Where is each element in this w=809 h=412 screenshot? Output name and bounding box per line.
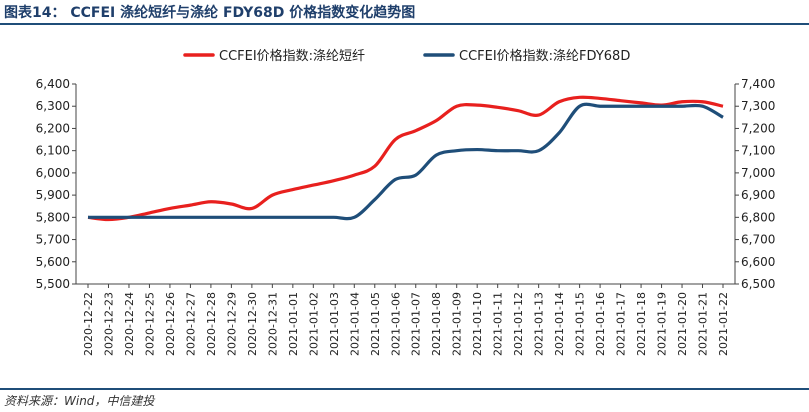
- x-tick-label: 2021-01-04: [348, 292, 361, 356]
- x-tick-label: 2021-01-20: [676, 292, 689, 356]
- left-tick-label: 6,200: [36, 121, 70, 135]
- right-tick-label: 7,400: [741, 77, 775, 91]
- left-tick-label: 5,900: [36, 188, 70, 202]
- series-line-fdy68d: [88, 102, 724, 221]
- right-tick-label: 6,600: [741, 255, 775, 269]
- source-note: 资料来源：Wind，中信建投: [4, 394, 155, 408]
- x-tick-label: 2021-01-19: [656, 292, 669, 356]
- x-tick-label: 2021-01-05: [369, 292, 382, 356]
- x-tick-label: 2020-12-28: [205, 292, 218, 356]
- right-tick-label: 7,300: [741, 99, 775, 113]
- x-tick-label: 2021-01-18: [635, 292, 648, 356]
- x-tick-label: 2021-01-11: [492, 292, 505, 356]
- series-lines: [87, 95, 724, 222]
- x-tick-label: 2020-12-23: [102, 292, 115, 356]
- legend-label: CCFEI价格指数:涤纶FDY68D: [459, 48, 630, 64]
- x-tick-label: 2021-01-12: [512, 292, 525, 356]
- x-tick-label: 2021-01-14: [553, 292, 566, 356]
- x-tick-label: 2021-01-09: [451, 292, 464, 356]
- x-tick-label: 2021-01-22: [717, 292, 730, 356]
- x-tick-label: 2021-01-07: [410, 292, 423, 356]
- x-tick-label: 2021-01-15: [574, 292, 587, 356]
- x-tick-label: 2021-01-16: [594, 292, 607, 356]
- x-tick-label: 2020-12-27: [184, 292, 197, 356]
- right-tick-label: 6,700: [741, 233, 775, 247]
- legend: CCFEI价格指数:涤纶短纤 CCFEI价格指数:涤纶FDY68D: [183, 48, 630, 64]
- x-tick-label: 2021-01-10: [471, 292, 484, 356]
- right-tick-label: 6,900: [741, 188, 775, 202]
- x-tick-label: 2021-01-02: [307, 292, 320, 356]
- left-tick-label: 5,700: [36, 233, 70, 247]
- right-tick-label: 7,100: [741, 144, 775, 158]
- left-tick-label: 5,500: [36, 277, 70, 291]
- x-tick-label: 2021-01-17: [615, 292, 628, 356]
- page-title: 图表14： CCFEI 涤纶短纤与涤纶 FDY68D 价格指数变化趋势图: [4, 5, 416, 21]
- x-tick-label: 2020-12-24: [123, 292, 136, 356]
- x-tick-label: 2020-12-26: [164, 292, 177, 356]
- x-tick-label: 2020-12-31: [266, 292, 279, 356]
- right-tick-label: 7,000: [741, 166, 775, 180]
- series-line-staple-fiber: [87, 95, 724, 222]
- x-tick-label: 2021-01-08: [430, 292, 443, 356]
- chart: CCFEI价格指数:涤纶短纤 CCFEI价格指数:涤纶FDY68D 5,5005,…: [36, 48, 776, 356]
- x-tick-label: 2021-01-06: [389, 292, 402, 356]
- x-tick-label: 2020-12-25: [143, 292, 156, 356]
- top-rule: [0, 23, 809, 25]
- bottom-rule: [0, 388, 809, 390]
- right-tick-label: 6,500: [741, 277, 775, 291]
- axes: 5,500 5,600 5,700 5,800 5,900 6,000 6,100 6,200…: [36, 77, 776, 356]
- x-tick-label: 2020-12-29: [225, 292, 238, 356]
- x-tick-label: 2021-01-21: [697, 292, 710, 356]
- left-tick-label: 5,800: [36, 210, 70, 224]
- x-tick-label: 2020-12-30: [246, 292, 259, 356]
- x-tick-label: 2021-01-03: [328, 292, 341, 356]
- legend-label: CCFEI价格指数:涤纶短纤: [219, 48, 365, 64]
- left-tick-label: 6,100: [36, 144, 70, 158]
- left-tick-label: 6,400: [36, 77, 70, 91]
- left-tick-label: 5,600: [36, 255, 70, 269]
- left-tick-label: 6,000: [36, 166, 70, 180]
- x-tick-label: 2021-01-13: [533, 292, 546, 356]
- right-tick-label: 6,800: [741, 210, 775, 224]
- left-tick-label: 6,300: [36, 99, 70, 113]
- right-tick-label: 7,200: [741, 121, 775, 135]
- x-tick-label: 2021-01-01: [287, 292, 300, 356]
- x-tick-label: 2020-12-22: [82, 292, 95, 356]
